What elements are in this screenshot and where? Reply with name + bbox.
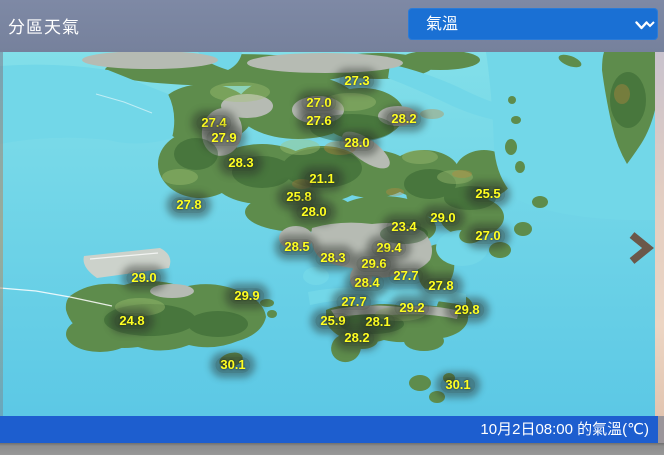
page-title: 分區天氣	[8, 18, 80, 37]
landmass-new-territories	[105, 52, 514, 320]
map-left-edge	[0, 52, 3, 416]
weather-map	[0, 52, 656, 416]
caption-bar-corner	[658, 416, 664, 443]
horizontal-scrollbar[interactable]	[0, 443, 664, 455]
victoria-harbour	[308, 287, 466, 306]
chevron-right-icon	[629, 232, 654, 264]
satellite-map-image	[0, 52, 656, 416]
next-arrow-button[interactable]	[624, 228, 654, 268]
urban-areas	[82, 52, 459, 319]
mountain-shading	[104, 72, 646, 337]
page-side-strip	[655, 52, 664, 443]
dry-terrain-patches	[292, 84, 630, 196]
map-lines	[0, 93, 159, 307]
header-bar: 分區天氣 氣溫	[0, 0, 664, 52]
terrain-highlights	[115, 82, 473, 321]
map-caption-text: 10月2日08:00 的氣溫(℃)	[480, 421, 649, 438]
weather-element-dropdown[interactable]: 氣溫	[408, 8, 658, 40]
map-caption-bar: 10月2日08:00 的氣溫(℃)	[0, 416, 658, 443]
